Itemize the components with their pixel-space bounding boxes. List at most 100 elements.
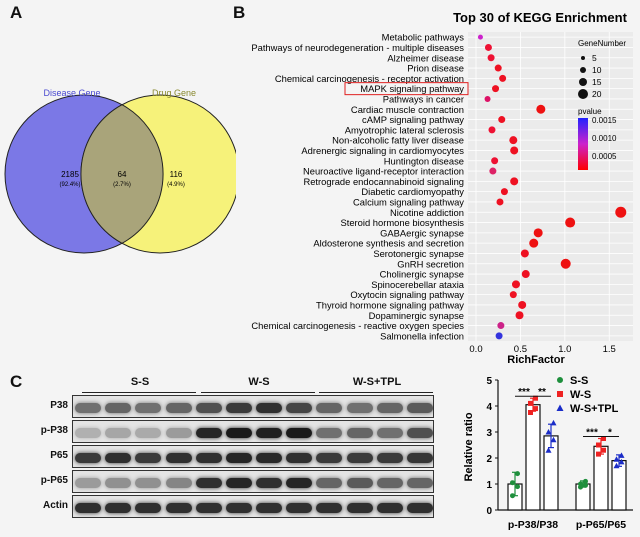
data-point xyxy=(583,482,588,488)
blot-band xyxy=(195,477,222,488)
blot-band xyxy=(165,477,192,488)
significance-label: *** xyxy=(518,387,530,398)
blot-band xyxy=(105,502,132,513)
kegg-dot xyxy=(560,258,571,269)
blot-row-label: P65 xyxy=(50,450,68,461)
significance-label: *** xyxy=(586,428,598,439)
blot-band xyxy=(406,427,433,438)
blot-band xyxy=(256,502,283,513)
blot-band xyxy=(135,427,162,438)
blot-band xyxy=(165,502,192,513)
panel-label-c: C xyxy=(10,372,23,391)
data-point xyxy=(515,484,520,490)
bar-category-label: p-P65/P65 xyxy=(576,519,626,531)
venn-right-count: 116 xyxy=(170,170,183,179)
kegg-dot xyxy=(494,64,502,72)
kegg-dot xyxy=(487,54,495,62)
blot-band xyxy=(346,452,373,463)
kegg-pathway-label: Non-alcoholic fatty liver disease xyxy=(332,135,464,146)
pvalue-color-bar xyxy=(578,118,588,170)
blot-band xyxy=(406,402,433,413)
venn-disease-label: Disease Gene xyxy=(43,88,100,98)
kegg-pathway-label: Cholinergic synapse xyxy=(380,269,464,280)
blot-band xyxy=(195,502,222,513)
blot-band xyxy=(346,477,373,488)
kegg-dot xyxy=(565,217,576,228)
blot-band xyxy=(105,402,132,413)
kegg-dot xyxy=(495,332,503,340)
legend-label: W-S xyxy=(570,389,591,401)
blot-band xyxy=(286,452,313,463)
pvalue-tick-label: 0.0015 xyxy=(592,116,617,125)
data-point xyxy=(583,478,588,484)
bar-y-tick-label: 0 xyxy=(486,506,492,517)
venn-right-pct: (4.9%) xyxy=(167,182,185,188)
kegg-pathway-label: Metabolic pathways xyxy=(382,32,465,43)
blot-row-strip xyxy=(72,420,434,443)
kegg-pathway-label: Calcium signaling pathway xyxy=(353,196,464,207)
data-point xyxy=(533,406,538,412)
kegg-dot xyxy=(520,249,529,258)
blot-band xyxy=(225,502,252,513)
bar xyxy=(525,404,541,511)
blot-band xyxy=(346,427,373,438)
blot-group-line-1 xyxy=(82,392,196,393)
blot-band xyxy=(105,452,132,463)
blot-band xyxy=(376,452,403,463)
blot-band xyxy=(406,502,433,513)
data-point xyxy=(613,462,620,469)
blot-band xyxy=(225,427,252,438)
venn-mid-pct: (2.7%) xyxy=(113,182,131,188)
kegg-pathway-label: Pathways of neurodegeneration - multiple… xyxy=(251,42,464,53)
legend-marker xyxy=(557,377,563,383)
venn-overlap xyxy=(80,104,164,244)
kegg-dot xyxy=(484,95,491,102)
kegg-dot xyxy=(498,116,506,124)
data-point xyxy=(578,481,583,487)
kegg-x-tick-label: 0.5 xyxy=(514,344,527,355)
data-point xyxy=(545,429,552,435)
data-point xyxy=(618,458,625,465)
size-legend-label: 20 xyxy=(592,89,602,99)
kegg-pathway-label: GnRH secretion xyxy=(397,258,464,269)
blot-band xyxy=(225,477,252,488)
data-point xyxy=(533,395,538,401)
bar-y-tick-label: 2 xyxy=(486,454,492,465)
kegg-pathway-label: Thyroid hormone signaling pathway xyxy=(316,299,464,310)
kegg-pathway-label: cAMP signaling pathway xyxy=(362,114,464,125)
bar-category-label: p-P38/P38 xyxy=(508,519,558,531)
blot-band xyxy=(135,452,162,463)
kegg-dot xyxy=(515,311,524,320)
blot-band xyxy=(135,502,162,513)
blot-row-strip xyxy=(72,495,434,518)
kegg-pathway-label: Alzheimer disease xyxy=(387,52,464,63)
kegg-pathway-label: Dopaminergic synapse xyxy=(369,310,464,321)
blot-row-strip xyxy=(72,395,434,418)
kegg-pathway-label: Retrograde endocannabinoid signaling xyxy=(303,176,464,187)
size-legend-dot xyxy=(578,89,588,99)
kegg-dot xyxy=(491,157,499,165)
blot-band xyxy=(75,402,102,413)
kegg-x-tick-label: 0.0 xyxy=(469,344,482,355)
blot-band xyxy=(286,477,313,488)
blot-row-label: p-P65 xyxy=(40,475,68,486)
blot-band xyxy=(165,402,192,413)
size-legend-label: 5 xyxy=(592,53,597,63)
kegg-pathway-label: Huntington disease xyxy=(384,155,464,166)
kegg-pathway-label: Pathways in cancer xyxy=(383,93,464,104)
blot-band xyxy=(256,452,283,463)
blot-band xyxy=(346,402,373,413)
blot-band xyxy=(195,427,222,438)
kegg-dot xyxy=(484,43,492,51)
blot-band xyxy=(316,452,343,463)
legend-marker xyxy=(557,391,563,397)
kegg-dot xyxy=(509,136,518,145)
significance-label: ** xyxy=(538,387,546,398)
bar-y-tick-label: 4 xyxy=(486,402,492,413)
blot-band xyxy=(225,402,252,413)
blot-band xyxy=(75,427,102,438)
highlight-box xyxy=(344,82,469,96)
pvalue-tick-label: 0.0005 xyxy=(592,152,617,161)
kegg-pathway-label: Serotonergic synapse xyxy=(373,248,464,259)
